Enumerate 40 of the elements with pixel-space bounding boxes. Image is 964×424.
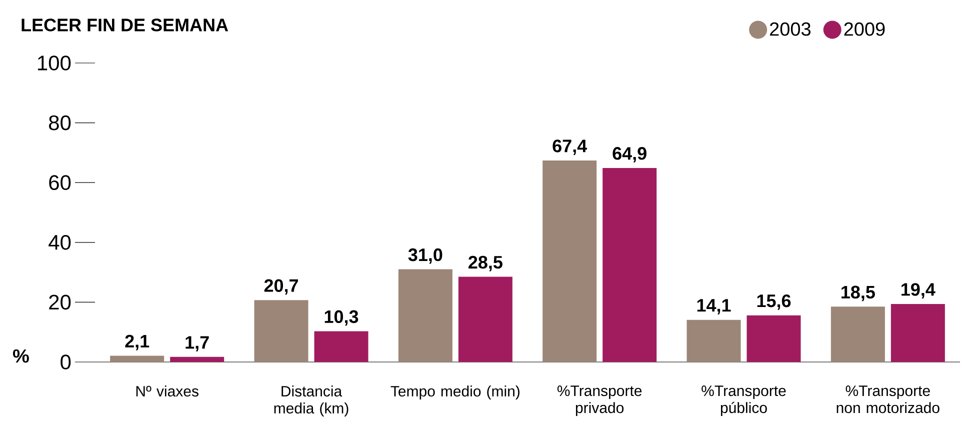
legend-label: 2003 — [770, 22, 810, 36]
data-label: 20,7 — [264, 279, 298, 295]
bar — [398, 269, 452, 362]
bar — [830, 306, 885, 362]
x-tick-label: Distancia media (km) — [274, 386, 348, 417]
data-label: 15,6 — [757, 294, 791, 310]
x-tick-label: Nº viaxes — [136, 386, 198, 397]
bar — [890, 304, 945, 362]
bar — [254, 300, 308, 362]
data-label: 1,7 — [186, 336, 209, 352]
data-label: 10,3 — [324, 310, 358, 326]
data-label: 2,1 — [125, 334, 150, 350]
bar — [170, 356, 224, 362]
bar — [110, 356, 164, 362]
bar — [314, 331, 368, 362]
data-label: 64,9 — [612, 147, 646, 162]
data-label: 19,4 — [902, 283, 936, 298]
data-label: 31,0 — [408, 248, 442, 264]
y-tick-label: 0 — [60, 354, 71, 370]
data-label: 67,4 — [552, 140, 588, 155]
x-tick-label: %Transporte non motorizado — [836, 386, 940, 414]
data-label: 18,5 — [842, 286, 875, 302]
bar — [686, 320, 741, 362]
bar — [458, 276, 512, 362]
y-tick-label: 100 — [38, 56, 71, 70]
x-tick-label: %Transporte público — [702, 386, 786, 416]
y-tick-label: 80 — [49, 115, 71, 130]
legend-label: 2009 — [844, 22, 885, 36]
y-axis-title: % — [13, 349, 29, 363]
x-tick-label: %Transporte privado — [557, 386, 642, 416]
chart-title: LECER FIN DE SEMANA — [22, 18, 228, 32]
bar — [746, 315, 801, 362]
data-label: 28,5 — [468, 256, 502, 272]
y-tick-label: 20 — [49, 294, 71, 310]
bar — [602, 168, 657, 362]
bar — [542, 160, 597, 362]
x-tick-label: Tempo medio (min) — [390, 386, 520, 400]
y-tick-label: 60 — [49, 175, 71, 190]
data-label: 14,1 — [697, 299, 731, 314]
y-tick-label: 40 — [48, 234, 71, 250]
